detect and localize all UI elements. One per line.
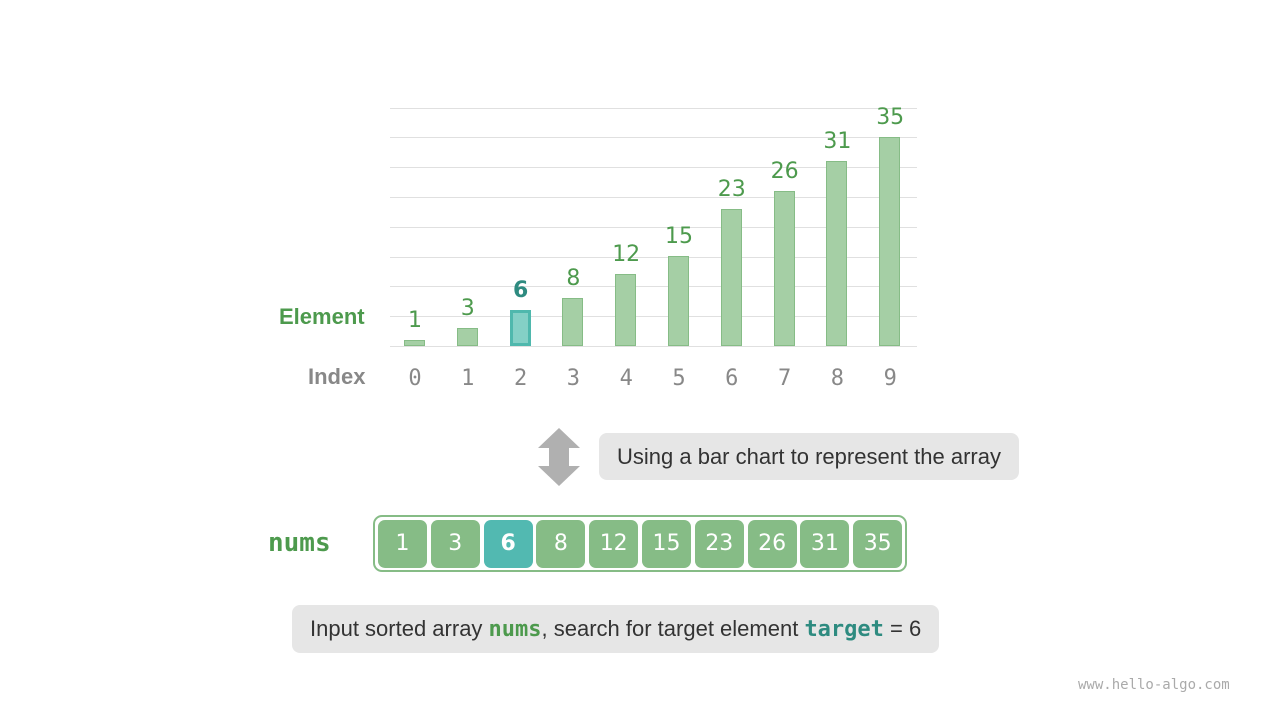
gridline	[390, 107, 917, 109]
caption-nums: nums	[488, 617, 542, 642]
bar	[404, 340, 425, 346]
bar-value-label: 26	[770, 158, 799, 184]
gridline	[390, 197, 917, 198]
index-tick-label: 1	[461, 366, 475, 391]
double-arrow-icon	[538, 428, 580, 486]
bar-value-label: 15	[665, 224, 693, 250]
caption-target: target	[804, 617, 884, 642]
caption: Input sorted array nums, search for targ…	[292, 605, 940, 653]
bar	[615, 274, 637, 346]
caption-text: = 6	[883, 616, 922, 641]
bar	[720, 208, 742, 346]
array-cell: 35	[853, 520, 903, 568]
gridline	[390, 167, 917, 169]
gridline	[390, 256, 917, 258]
array-name: nums	[268, 528, 331, 558]
gridline	[390, 137, 917, 139]
index-tick-label: 3	[566, 366, 581, 391]
caption-text: , search for target element	[541, 616, 805, 641]
bar	[668, 256, 689, 346]
array-cell: 3	[430, 520, 480, 568]
bar-value-label: 3	[460, 296, 475, 322]
bar	[826, 160, 848, 346]
gridline	[390, 226, 917, 228]
index-tick-label: 0	[408, 366, 422, 391]
gridline	[390, 286, 917, 288]
array-cell: 26	[747, 520, 797, 568]
array-cell: 1	[378, 520, 427, 568]
bar-value-label: 1	[408, 308, 422, 334]
bar-value-label: 35	[876, 105, 905, 130]
element-axis-label: Element	[279, 304, 365, 329]
index-tick-label: 9	[883, 366, 897, 391]
caption-text: Input sorted array	[310, 616, 489, 641]
arrow-caption: Using a bar chart to represent the array	[599, 433, 1019, 480]
array-cell: 12	[589, 520, 639, 568]
bar-value-label: 31	[823, 128, 852, 154]
index-tick-label: 4	[619, 366, 633, 391]
index-tick-label: 6	[725, 366, 739, 391]
array-cell: 23	[694, 520, 744, 568]
array-container	[373, 515, 907, 572]
index-tick-label: 7	[777, 366, 792, 391]
bar-value-label: 23	[717, 176, 746, 202]
bar	[456, 328, 478, 346]
index-tick-label: 8	[830, 366, 845, 391]
bar	[879, 137, 901, 346]
index-axis-label: Index	[308, 364, 366, 389]
bar	[509, 310, 531, 346]
gridline	[390, 316, 917, 318]
array-cell: 8	[536, 520, 586, 568]
index-tick-label: 5	[672, 366, 686, 391]
bar-value-label: 12	[612, 242, 641, 268]
bar	[773, 190, 795, 346]
bar-value-label: 8	[566, 266, 581, 292]
bar-value-label: 6	[512, 278, 529, 304]
gridline	[390, 346, 917, 347]
array-cell: 6	[483, 520, 533, 568]
array-cell: 31	[800, 520, 850, 568]
index-tick-label: 2	[513, 366, 528, 391]
watermark: www.hello-algo.com	[1078, 677, 1230, 693]
bar	[562, 298, 584, 346]
array-cell: 15	[642, 520, 691, 568]
